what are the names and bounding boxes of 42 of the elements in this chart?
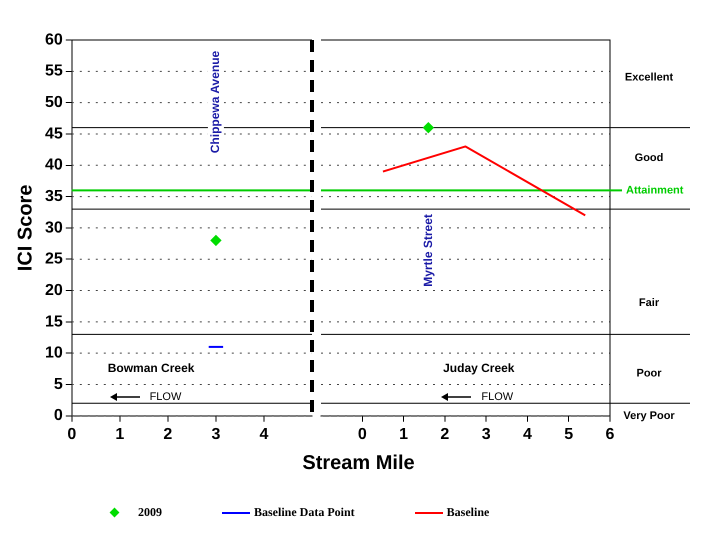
text: Excellent bbox=[624, 72, 674, 84]
annotation: FLOW bbox=[481, 391, 514, 404]
text: Good bbox=[634, 152, 664, 164]
annotation: Bowman Creek bbox=[108, 360, 195, 375]
y-tick-label: 30 bbox=[45, 219, 63, 236]
y-tick-label: 15 bbox=[45, 313, 63, 330]
legend-label: Baseline Data Point bbox=[254, 505, 355, 520]
annotation: Myrtle Street bbox=[421, 214, 436, 287]
text: Fair bbox=[638, 297, 660, 310]
y-tick-label: 40 bbox=[45, 156, 63, 174]
y-tick-label: 10 bbox=[45, 344, 63, 362]
x-tick-label: 4 bbox=[260, 426, 269, 443]
y-tick-label: 0 bbox=[54, 407, 63, 424]
annotation: FLOW bbox=[150, 391, 182, 404]
y-tick-label: 25 bbox=[45, 250, 63, 268]
text: Poor bbox=[636, 368, 662, 380]
y-tick-label: 20 bbox=[45, 282, 63, 299]
y-tick-label: 50 bbox=[45, 94, 63, 112]
x-tick-label: 0 bbox=[358, 426, 367, 443]
annotation: Chippewa Avenue bbox=[208, 50, 222, 154]
x-tick-label: 2 bbox=[440, 426, 450, 443]
x-axis-title: Stream Mile bbox=[301, 452, 416, 475]
y-tick-label: 45 bbox=[45, 125, 63, 142]
x-tick-label: 4 bbox=[522, 426, 532, 443]
x-tick-label: 3 bbox=[482, 426, 491, 443]
x-tick-label: 1 bbox=[115, 426, 124, 443]
x-tick-label: 0 bbox=[67, 426, 76, 443]
y-tick-label: 60 bbox=[45, 31, 63, 48]
legend-label: 2009 bbox=[138, 505, 162, 520]
y-tick-label: 55 bbox=[45, 62, 63, 80]
y-axis-title: ICI Score bbox=[14, 184, 37, 272]
x-tick-label: 1 bbox=[399, 426, 408, 443]
ref-line-label: Attainment bbox=[626, 184, 684, 196]
x-tick-label: 5 bbox=[564, 426, 574, 443]
x-tick-label: 6 bbox=[606, 426, 615, 443]
y-tick-label: 35 bbox=[45, 188, 63, 205]
x-tick-label: 3 bbox=[211, 426, 220, 443]
annotation: Juday Creek bbox=[443, 360, 515, 375]
text: Very Poor bbox=[623, 410, 676, 422]
y-tick-label: 5 bbox=[54, 376, 63, 393]
legend-label: Baseline bbox=[446, 505, 490, 520]
x-tick-label: 2 bbox=[163, 426, 172, 443]
